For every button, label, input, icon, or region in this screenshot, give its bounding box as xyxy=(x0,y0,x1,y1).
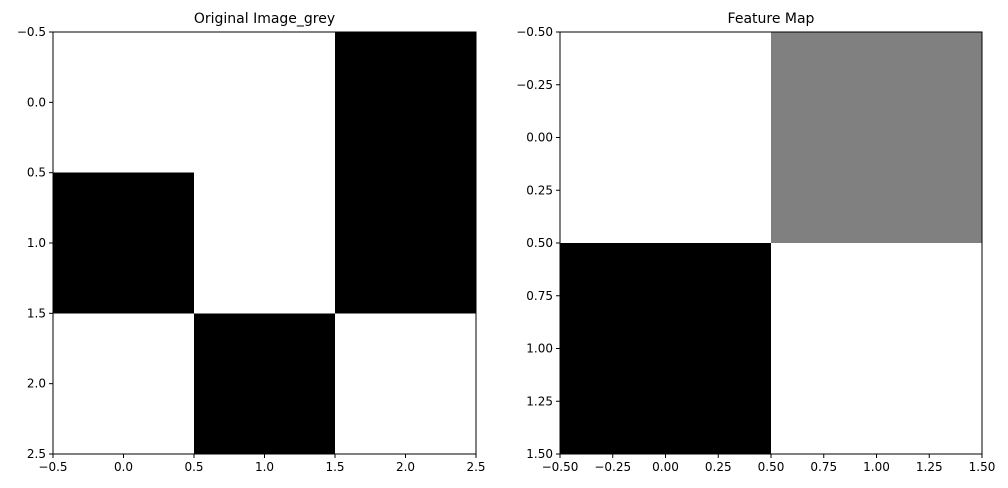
x-tick-label: 0.50 xyxy=(758,460,785,474)
y-tick-label: −0.5 xyxy=(17,25,46,39)
heatmap-cell xyxy=(194,172,335,314)
y-tick-label: 1.0 xyxy=(27,236,46,250)
heatmap-cell xyxy=(194,313,335,454)
x-tick-label: 1.50 xyxy=(969,460,996,474)
y-tick-label: 1.50 xyxy=(526,447,553,461)
y-tick-label: 0.75 xyxy=(526,289,553,303)
y-tick-label: −0.25 xyxy=(516,78,553,92)
x-tick-label: 2.5 xyxy=(466,460,485,474)
heatmap-cell xyxy=(771,32,982,243)
x-tick-label: 0.75 xyxy=(810,460,837,474)
y-tick-label: 1.25 xyxy=(526,394,553,408)
heatmap-cell xyxy=(335,172,476,314)
heatmap-cell xyxy=(335,313,476,454)
x-tick-label: 1.5 xyxy=(325,460,344,474)
x-tick-label: 1.0 xyxy=(255,460,274,474)
panel-original-image: −0.5 0.0 0.5 1.0 1.5 2.0 2.5−0.50.00.51.01.52.… xyxy=(17,11,486,474)
y-tick-label: 0.0 xyxy=(27,95,46,109)
x-tick-label: 1.00 xyxy=(863,460,890,474)
x-tick-label: −0.25 xyxy=(594,460,631,474)
x-tick-label: 2.0 xyxy=(396,460,415,474)
panel-feature-map: −0.50 −0.25 0.00 0.25 0.50 0.75 1.00 1.25 1.50−0… xyxy=(516,11,995,474)
chart-title: Original Image_grey xyxy=(194,11,335,27)
y-tick-label: 0.5 xyxy=(27,166,46,180)
heatmap-cell xyxy=(194,32,335,173)
x-tick-label: 0.5 xyxy=(184,460,203,474)
y-tick-label: 0.50 xyxy=(526,236,553,250)
heatmap-cell xyxy=(335,32,476,173)
y-tick-label: −0.50 xyxy=(516,25,553,39)
x-tick-label: −0.5 xyxy=(38,460,67,474)
y-tick-label: 2.0 xyxy=(27,377,46,391)
x-tick-label: −0.50 xyxy=(542,460,579,474)
y-tick-label: 2.5 xyxy=(27,447,46,461)
y-tick-label: 1.5 xyxy=(27,306,46,320)
x-tick-label: 0.0 xyxy=(114,460,133,474)
y-tick-label: 0.25 xyxy=(526,183,553,197)
chart-title: Feature Map xyxy=(728,11,815,27)
x-tick-label: 1.25 xyxy=(916,460,943,474)
heatmap-cell xyxy=(560,32,771,243)
heatmap-cell xyxy=(53,172,194,314)
y-tick-label: 1.00 xyxy=(526,342,553,356)
x-tick-label: 0.25 xyxy=(705,460,732,474)
heatmap-cell xyxy=(53,313,194,454)
heatmap-cell xyxy=(771,243,982,454)
heatmap-cell xyxy=(53,32,194,173)
heatmap-cell xyxy=(560,243,771,454)
x-tick-label: 0.00 xyxy=(652,460,679,474)
y-tick-label: 0.00 xyxy=(526,131,553,145)
